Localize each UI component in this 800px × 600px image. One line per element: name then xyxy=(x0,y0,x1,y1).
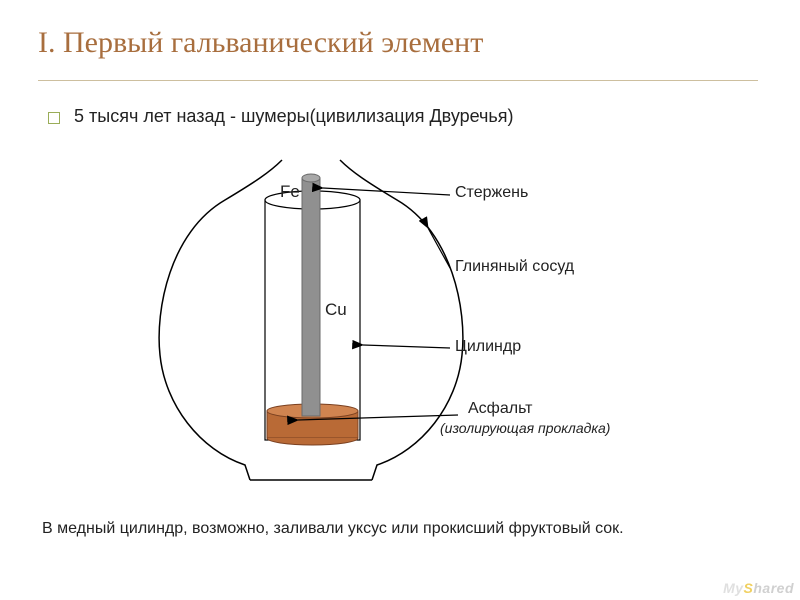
label-cylinder: Цилиндр xyxy=(455,338,521,356)
rod-fe xyxy=(302,174,320,416)
diagram xyxy=(0,0,800,600)
label-vessel: Глиняный сосуд xyxy=(455,258,574,276)
label-rod: Стержень xyxy=(455,184,528,202)
label-asphalt-sub: (изолирующая прокладка) xyxy=(440,420,610,436)
label-fe: Fe xyxy=(280,182,300,202)
label-asphalt: Асфальт xyxy=(468,400,532,418)
label-cu: Cu xyxy=(325,300,347,320)
watermark: MyShared xyxy=(723,580,794,596)
caption-text: В медный цилиндр, возможно, заливали укс… xyxy=(42,520,624,538)
